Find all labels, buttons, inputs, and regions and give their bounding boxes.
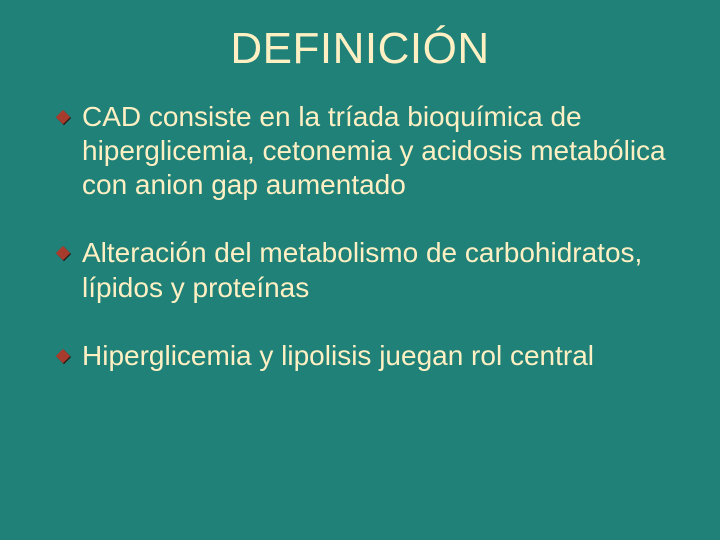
diamond-bullet-icon: [54, 348, 72, 366]
slide-body: CAD consiste en la tríada bioquímica de …: [54, 100, 678, 373]
bullet-item: CAD consiste en la tríada bioquímica de …: [54, 100, 678, 202]
bullet-text: Hiperglicemia y lipolisis juegan rol cen…: [82, 339, 678, 373]
diamond-bullet-icon: [54, 109, 72, 127]
bullet-item: Hiperglicemia y lipolisis juegan rol cen…: [54, 339, 678, 373]
bullet-item: Alteración del metabolismo de carbohidra…: [54, 236, 678, 304]
bullet-text: Alteración del metabolismo de carbohidra…: [82, 236, 678, 304]
slide-title: DEFINICIÓN: [0, 24, 720, 74]
diamond-bullet-icon: [54, 245, 72, 263]
bullet-text: CAD consiste en la tríada bioquímica de …: [82, 100, 678, 202]
slide: DEFINICIÓN CAD consiste en la tríada bio…: [0, 0, 720, 540]
